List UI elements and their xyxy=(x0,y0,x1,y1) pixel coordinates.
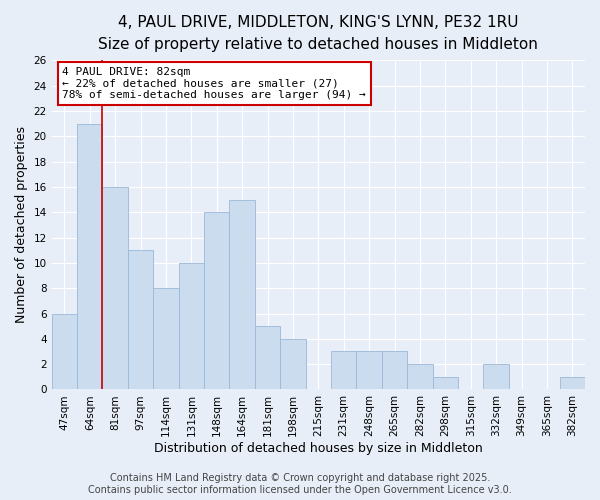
Bar xyxy=(229,200,255,390)
Bar xyxy=(433,377,458,390)
Bar xyxy=(204,212,229,390)
Bar xyxy=(255,326,280,390)
Bar xyxy=(560,377,585,390)
Bar xyxy=(153,288,179,390)
Bar xyxy=(356,352,382,390)
Bar xyxy=(179,263,204,390)
X-axis label: Distribution of detached houses by size in Middleton: Distribution of detached houses by size … xyxy=(154,442,483,455)
Bar xyxy=(103,187,128,390)
Bar xyxy=(331,352,356,390)
Bar xyxy=(52,314,77,390)
Bar xyxy=(280,339,305,390)
Bar xyxy=(484,364,509,390)
Bar xyxy=(77,124,103,390)
Text: Contains HM Land Registry data © Crown copyright and database right 2025.
Contai: Contains HM Land Registry data © Crown c… xyxy=(88,474,512,495)
Bar xyxy=(382,352,407,390)
Bar xyxy=(128,250,153,390)
Bar xyxy=(407,364,433,390)
Y-axis label: Number of detached properties: Number of detached properties xyxy=(15,126,28,324)
Text: 4 PAUL DRIVE: 82sqm
← 22% of detached houses are smaller (27)
78% of semi-detach: 4 PAUL DRIVE: 82sqm ← 22% of detached ho… xyxy=(62,67,366,100)
Title: 4, PAUL DRIVE, MIDDLETON, KING'S LYNN, PE32 1RU
Size of property relative to det: 4, PAUL DRIVE, MIDDLETON, KING'S LYNN, P… xyxy=(98,15,538,52)
